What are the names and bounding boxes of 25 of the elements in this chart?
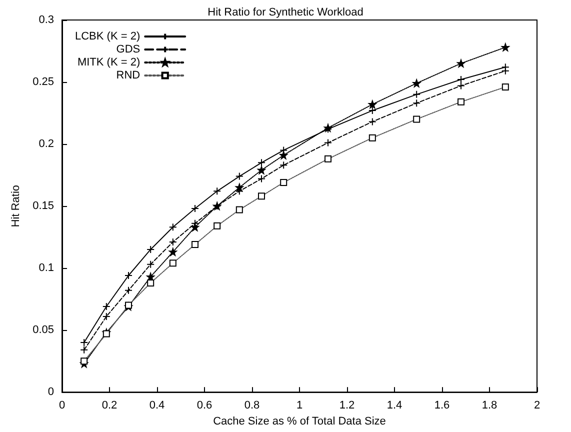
x-tick-label: 0.6 [196, 400, 212, 412]
legend-label: MITK (K = 2) [77, 56, 140, 68]
y-axis-title: Hit Ratio [10, 184, 22, 228]
x-tick-label: 2 [534, 400, 540, 412]
x-tick-label: 1.4 [386, 400, 402, 412]
x-tick-label: 0.4 [149, 400, 165, 412]
y-tick-label: 0.05 [32, 324, 54, 336]
y-tick-label: 0.3 [38, 14, 54, 26]
y-tick-label: 0.1 [38, 262, 54, 274]
legend-label: LCBK (K = 2) [75, 30, 140, 42]
y-tick-label: 0.15 [32, 200, 54, 212]
legend-label: RND [116, 70, 140, 82]
x-axis-title: Cache Size as % of Total Data Size [213, 416, 386, 428]
x-tick-label: 0 [58, 400, 66, 412]
legend-label: GDS [116, 44, 140, 56]
y-tick-label: 0 [48, 386, 54, 398]
x-tick-label: 0.8 [244, 400, 260, 412]
x-tick-label: 1.8 [482, 400, 498, 412]
x-tick-label: 1.2 [339, 400, 355, 412]
chart-title: Hit Ratio for Synthetic Workload [208, 6, 364, 18]
x-tick-label: 0.2 [102, 400, 118, 412]
y-tick-label: 0.2 [38, 138, 54, 150]
y-tick-label: 0.25 [32, 76, 54, 88]
x-tick-label: 1.6 [434, 400, 450, 412]
x-tick-label: 1 [296, 400, 303, 412]
